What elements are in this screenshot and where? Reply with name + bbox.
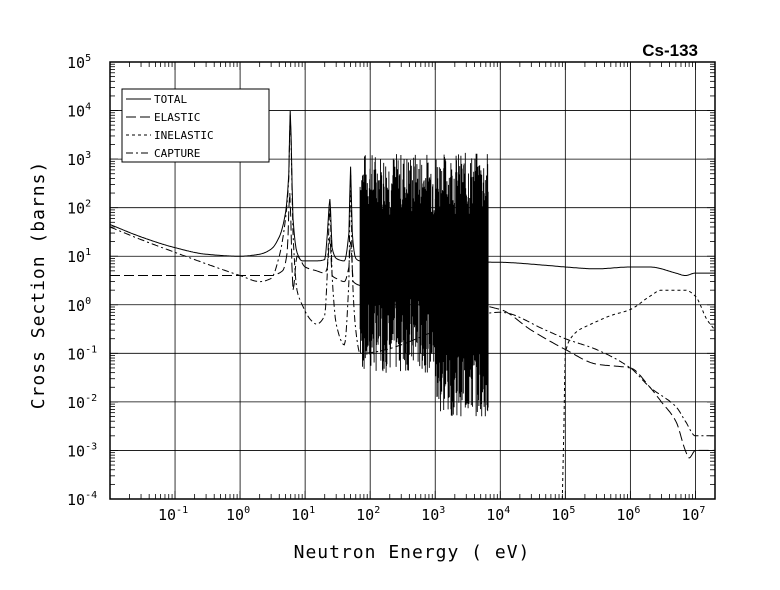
x-tick-label: 101	[291, 505, 315, 524]
y-tick-label: 103	[67, 150, 91, 169]
legend-label-total: TOTAL	[154, 93, 187, 106]
x-tick-labels: 10-1 100 101 102 103 104 105 106 107	[158, 505, 705, 524]
legend-box	[121, 88, 270, 163]
resonance-region	[359, 152, 489, 417]
legend-label-inelastic: INELASTIC	[154, 129, 214, 142]
series-group	[109, 110, 716, 500]
y-axis-title: Cross Section (barns)	[28, 161, 49, 410]
x-tick-label: 104	[486, 505, 510, 524]
x-tick-label: 105	[551, 505, 575, 524]
legend-label-capture: CAPTURE	[154, 147, 200, 160]
y-tick-label: 10-4	[67, 490, 97, 509]
plot-frame	[109, 61, 716, 500]
resonance-spikes	[359, 152, 489, 417]
x-tick-label: 103	[421, 505, 445, 524]
legend: TOTAL ELASTIC INELASTIC CAPTURE	[121, 88, 270, 163]
y-tick-label: 101	[67, 247, 91, 266]
y-tick-label: 105	[67, 53, 91, 72]
legend-entries: TOTAL ELASTIC INELASTIC CAPTURE	[126, 93, 214, 160]
x-axis-title: Neutron Energy ( eV)	[294, 542, 531, 563]
y-tick-label: 10-1	[67, 344, 97, 363]
y-tick-label: 102	[67, 199, 91, 218]
y-tick-label: 100	[67, 296, 91, 315]
series-elastic-line	[110, 192, 715, 459]
series-capture-line	[109, 115, 715, 437]
y-tick-labels: 10-4 10-3 10-2 10-1 100 101 102 103 104 105	[67, 53, 97, 509]
series-total-line	[109, 110, 715, 276]
x-tick-label: 102	[356, 505, 380, 524]
legend-label-elastic: ELASTIC	[154, 111, 200, 124]
series-inelastic-line	[561, 289, 716, 500]
x-tick-label: 100	[226, 505, 250, 524]
y-tick-label: 10-2	[67, 393, 97, 412]
y-tick-label: 10-3	[67, 441, 97, 460]
x-tick-label: 10-1	[158, 505, 188, 524]
y-tick-label: 104	[67, 102, 91, 121]
chart-title: Cs-133	[642, 41, 698, 60]
x-tick-label: 107	[681, 505, 705, 524]
x-tick-label: 106	[616, 505, 640, 524]
